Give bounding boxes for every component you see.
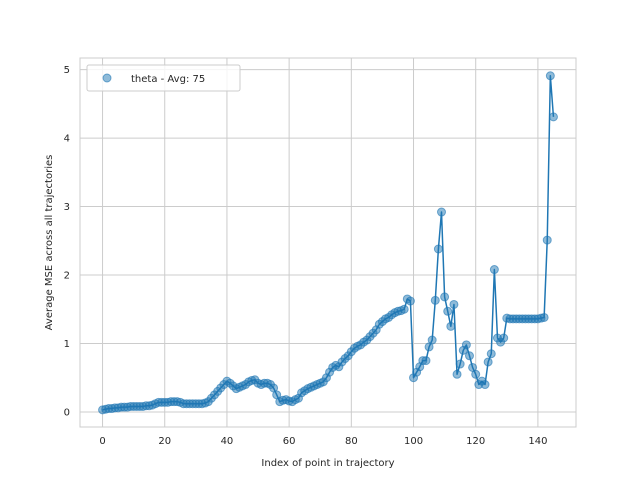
legend-marker (102, 73, 112, 83)
data-point (548, 112, 558, 122)
data-point (433, 244, 443, 254)
data-point (452, 369, 462, 379)
y-tick-label: 4 (64, 134, 70, 145)
x-axis: 0 20 40 60 80 100 120 140 (99, 436, 547, 447)
y-tick-label: 1 (64, 339, 70, 350)
data-point (461, 340, 471, 350)
data-point (446, 321, 456, 331)
x-tick-label: 120 (466, 436, 485, 447)
data-point (449, 299, 459, 309)
data-point (539, 312, 549, 322)
x-tick-label: 60 (283, 436, 296, 447)
x-tick-label: 20 (158, 436, 171, 447)
x-tick-label: 140 (528, 436, 547, 447)
y-axis: 0 1 2 3 4 5 (64, 65, 70, 418)
data-point (443, 306, 453, 316)
y-tick-label: 3 (64, 202, 70, 213)
x-tick-label: 100 (404, 436, 423, 447)
data-point (483, 357, 493, 367)
y-tick-label: 0 (64, 407, 70, 418)
legend-box (86, 64, 241, 92)
y-tick-label: 5 (64, 65, 70, 76)
data-point (440, 292, 450, 302)
x-tick-label: 80 (345, 436, 358, 447)
data-point (427, 335, 437, 345)
data-point (405, 296, 415, 306)
data-point (430, 295, 440, 305)
data-point (421, 356, 431, 366)
y-axis-label: Average MSE across all trajectories (44, 155, 55, 331)
data-point (471, 369, 481, 379)
plot-area (80, 58, 576, 427)
data-point (499, 333, 509, 343)
data-point (437, 207, 446, 217)
data-point (480, 380, 490, 390)
series (98, 71, 558, 415)
y-tick-label: 2 (64, 271, 70, 282)
x-tick-label: 0 (99, 436, 105, 447)
data-point (545, 71, 555, 81)
x-axis-label: Index of point in trajectory (261, 458, 394, 469)
data-point (542, 235, 552, 245)
grid (80, 58, 576, 427)
data-point (455, 359, 465, 369)
legend: theta - Avg: 75 (86, 64, 241, 92)
legend-label: theta - Avg: 75 (131, 74, 205, 85)
data-point (399, 304, 409, 314)
data-point (486, 349, 496, 359)
data-point (489, 265, 499, 275)
data-point (464, 351, 474, 361)
plot-frame (79, 57, 577, 428)
x-tick-label: 40 (221, 436, 234, 447)
